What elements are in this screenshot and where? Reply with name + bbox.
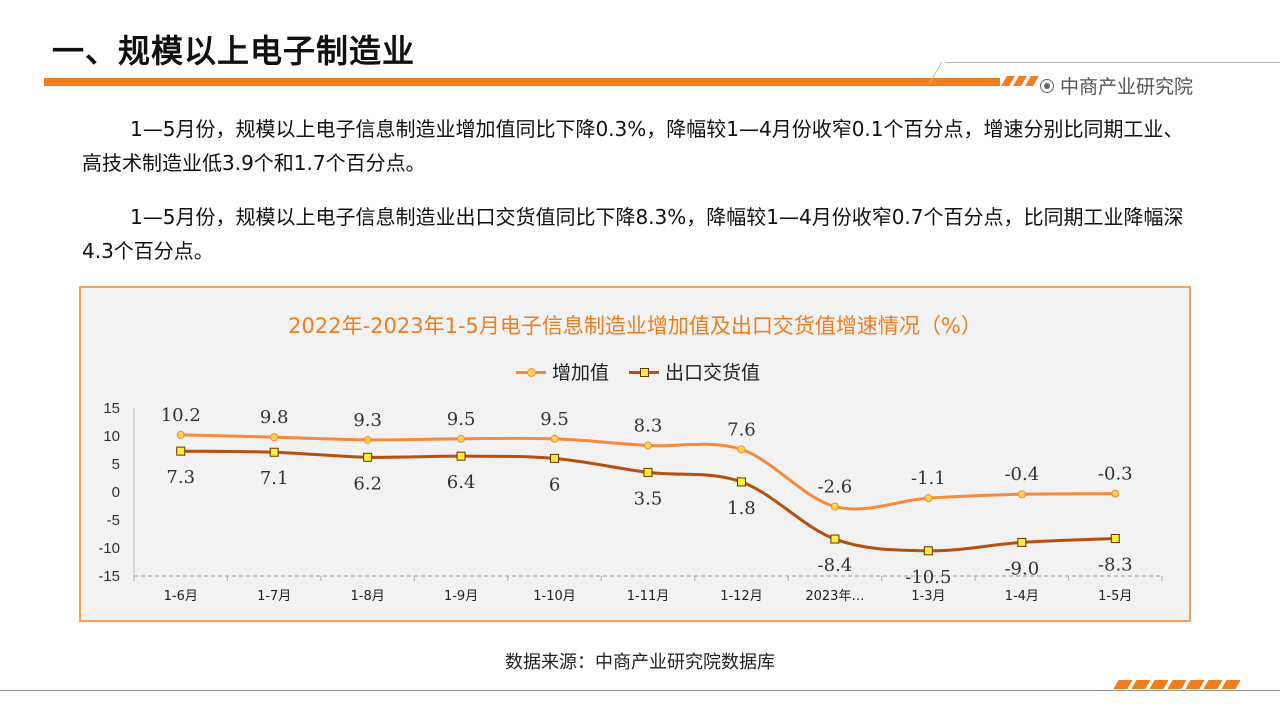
data-point-value-added: [457, 434, 466, 443]
chart-frame: [79, 286, 1191, 622]
data-point-value-added: [550, 434, 559, 443]
data-label-export-value: -10.5: [905, 567, 951, 588]
y-tick-label: 0: [112, 484, 120, 501]
data-label-value-added: 9.5: [540, 409, 569, 430]
legend-key-value-added: [516, 366, 546, 378]
data-point-value-added: [363, 435, 372, 444]
data-label-value-added: -1.1: [911, 468, 946, 489]
data-label-export-value: 7.1: [260, 468, 289, 489]
legend-label-export-value: 出口交货值: [665, 362, 761, 384]
chart-title: 2022年-2023年1-5月电子信息制造业增加值及出口交货值增速情况（%）: [288, 314, 982, 338]
data-point-value-added: [737, 445, 746, 454]
legend-label-value-added: 增加值: [552, 362, 610, 384]
data-point-export-value: [643, 467, 653, 477]
data-label-value-added: 7.6: [727, 419, 756, 440]
title-underline-bar: [44, 78, 1000, 86]
x-tick-label: 1-5月: [1098, 589, 1132, 604]
data-point-export-value: [363, 452, 373, 462]
legend-key-export-value: [629, 366, 660, 378]
x-tick-label: 2023年…: [805, 589, 864, 604]
data-label-value-added: 9.3: [353, 410, 382, 431]
brand-logo: 中商产业研究院: [1040, 72, 1193, 99]
x-tick-label: 1-4月: [1005, 589, 1039, 604]
data-label-value-added: 8.3: [634, 416, 663, 437]
data-point-value-added: [270, 433, 279, 442]
data-point-value-added: [1017, 490, 1026, 499]
y-tick-label: 15: [103, 400, 120, 417]
data-label-value-added: -2.6: [818, 477, 853, 498]
x-tick-label: 1-3月: [911, 589, 945, 604]
data-label-value-added: -0.4: [1004, 464, 1039, 485]
data-label-export-value: -8.4: [818, 555, 853, 576]
y-tick-label: -10: [98, 540, 120, 557]
data-point-value-added: [924, 494, 933, 503]
target-icon: [1040, 78, 1054, 93]
x-tick-label: 1-6月: [164, 589, 198, 604]
data-point-export-value: [456, 451, 466, 461]
data-point-export-value: [550, 453, 560, 463]
data-source-note: 数据来源：中商产业研究院数据库: [505, 652, 775, 673]
x-tick-label: 1-10月: [533, 589, 576, 604]
data-point-value-added: [830, 502, 839, 511]
x-tick-label: 1-8月: [351, 589, 385, 604]
y-tick-label: -15: [98, 568, 120, 585]
data-label-export-value: 6.4: [447, 472, 476, 493]
data-point-export-value: [176, 446, 186, 456]
data-point-value-added: [644, 441, 652, 450]
data-label-value-added: 9.8: [260, 407, 289, 428]
data-label-export-value: 7.3: [166, 467, 195, 488]
data-label-export-value: 6.2: [353, 473, 382, 494]
data-label-export-value: -8.3: [1098, 554, 1133, 575]
data-point-export-value: [830, 534, 840, 544]
data-label-export-value: 3.5: [634, 488, 663, 509]
data-point-value-added: [1111, 489, 1120, 498]
paragraph-export-value: 1—5月份，规模以上电子信息制造业出口交货值同比下降8.3%，降幅较1—4月份收…: [82, 205, 1184, 263]
paragraph-value-added: 1—5月份，规模以上电子信息制造业增加值同比下降0.3%，降幅较1—4月份收窄0…: [82, 117, 1184, 175]
data-point-export-value: [269, 447, 279, 457]
legend-item-export-value: 出口交货值: [629, 358, 760, 385]
x-tick-label: 1-11月: [627, 589, 670, 604]
data-label-value-added: 9.5: [447, 409, 476, 430]
y-tick-label: -5: [107, 512, 120, 529]
x-tick-label: 1-7月: [257, 589, 291, 604]
data-point-export-value: [1110, 533, 1120, 543]
footer-divider: [0, 690, 1280, 691]
data-point-export-value: [736, 477, 746, 487]
x-tick-label: 1-9月: [444, 589, 478, 604]
y-tick-label: 10: [103, 428, 120, 445]
data-label-export-value: -9.0: [1004, 558, 1039, 579]
chart-legend: 增加值 出口交货值: [516, 358, 760, 385]
x-tick-label: 1-12月: [720, 589, 763, 604]
data-point-export-value: [1017, 537, 1027, 547]
data-point-value-added: [176, 430, 185, 439]
page-title: 一、规模以上电子制造业: [52, 32, 416, 70]
title-divider-line: [946, 62, 1280, 63]
data-label-value-added: -0.3: [1098, 464, 1133, 485]
data-label-export-value: 1.8: [727, 498, 756, 519]
legend-item-value-added: 增加值: [516, 358, 609, 385]
data-label-value-added: 10.2: [161, 405, 201, 426]
data-label-export-value: 6: [549, 474, 560, 495]
data-point-export-value: [923, 546, 933, 556]
brand-name: 中商产业研究院: [1060, 76, 1194, 98]
y-tick-label: 5: [112, 456, 120, 473]
